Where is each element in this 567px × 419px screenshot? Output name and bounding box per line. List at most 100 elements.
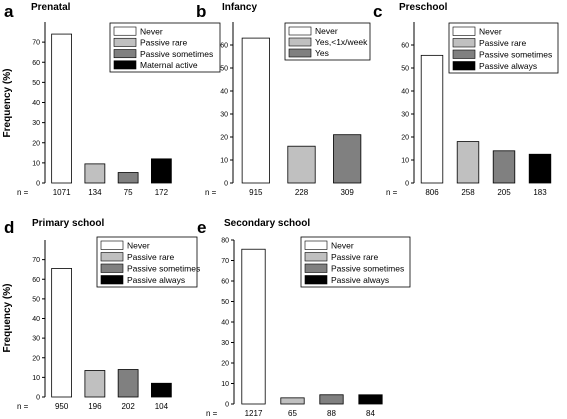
y-tick-label-d: 0 xyxy=(36,395,40,402)
legend-label-d-1: Passive rare xyxy=(127,252,175,262)
legend-label-b-2: Yes xyxy=(315,48,329,58)
bar-a-2 xyxy=(117,172,139,184)
legend-label-c-0: Never xyxy=(479,27,502,37)
y-tick-label-b: 20 xyxy=(220,135,228,142)
y-tick-label-a: 30 xyxy=(32,120,40,127)
legend-label-d-0: Never xyxy=(127,241,150,251)
y-tick-label-b: 40 xyxy=(220,89,228,96)
panel-title-d: Primary school xyxy=(32,218,104,229)
panel-title-a: Prenatal xyxy=(31,2,71,13)
legend-label-a-2: Passive sometimes xyxy=(140,49,213,59)
y-tick-label-e: 50 xyxy=(221,299,229,306)
bar-d-0 xyxy=(51,268,73,398)
y-tick-label-e: 10 xyxy=(221,381,229,388)
y-tick-label-b: 50 xyxy=(220,66,228,73)
legend-swatch-e-3 xyxy=(304,275,328,285)
legend-swatch-a-2 xyxy=(113,49,137,59)
panel-e: e Secondary school 0 10 20 30 40 50 60 70 80 1217 65… xyxy=(197,218,411,418)
n-label-e-1: 65 xyxy=(288,409,297,418)
n-label-a-1: 134 xyxy=(88,188,102,197)
panel-letter-e: e xyxy=(197,218,206,237)
y-tick-label-b: 30 xyxy=(220,112,228,119)
y-tick-label-d: 70 xyxy=(32,257,40,264)
legend-swatch-d-2 xyxy=(100,263,124,273)
bar-b-1 xyxy=(287,145,316,184)
panel-d: d Primary school 0 10 20 30 40 50 60 70 950 196 202 1… xyxy=(2,218,200,411)
y-axis-label-a: Frequency (%) xyxy=(2,69,13,138)
legend-label-c-2: Passive sometimes xyxy=(479,50,552,60)
n-label-b-2: 309 xyxy=(340,188,354,197)
y-tick-label-d: 20 xyxy=(32,355,40,362)
legend-label-b-1: Yes,<1x/week xyxy=(315,37,368,47)
n-prefix-b: n = xyxy=(205,188,217,197)
legend-label-c-1: Passive rare xyxy=(479,38,527,48)
bar-e-0 xyxy=(241,248,266,405)
y-tick-label-a: 20 xyxy=(32,140,40,147)
y-tick-label-c: 30 xyxy=(401,112,409,119)
legend-swatch-b-0 xyxy=(288,26,312,36)
y-tick-label-e: 80 xyxy=(221,238,229,245)
y-tick-label-a: 50 xyxy=(32,80,40,87)
y-tick-label-d: 60 xyxy=(32,277,40,284)
bar-a-3 xyxy=(150,158,172,184)
bar-c-3 xyxy=(528,153,552,184)
y-tick-label-a: 70 xyxy=(32,40,40,47)
y-tick-label-a: 60 xyxy=(32,60,40,67)
legend-swatch-d-0 xyxy=(100,240,124,250)
y-axis-label-d: Frequency (%) xyxy=(2,284,13,353)
y-tick-label-c: 50 xyxy=(401,66,409,73)
y-tick-label-b: 0 xyxy=(224,181,228,188)
panel-letter-b: b xyxy=(196,2,206,21)
legend-swatch-c-0 xyxy=(452,26,476,36)
panel-title-e: Secondary school xyxy=(224,218,310,229)
bar-b-2 xyxy=(333,134,362,184)
y-tick-label-a: 40 xyxy=(32,100,40,107)
panel-title-c: Preschool xyxy=(399,2,448,13)
y-tick-label-c: 60 xyxy=(401,43,409,50)
y-tick-label-d: 50 xyxy=(32,296,40,303)
n-label-e-3: 84 xyxy=(366,409,375,418)
n-label-a-2: 75 xyxy=(124,188,133,197)
n-prefix-c: n = xyxy=(386,188,398,197)
n-label-c-3: 183 xyxy=(533,188,547,197)
panel-c: c Preschool 0 10 20 30 40 50 60 806 258 205 183 n = Ne… xyxy=(373,2,559,197)
n-label-d-2: 202 xyxy=(121,402,135,411)
y-tick-label-a: 0 xyxy=(36,181,40,188)
panel-a: a Prenatal 0 10 20 30 40 50 60 70 1071 134 75 172 n = F… xyxy=(2,2,221,197)
y-tick-label-d: 10 xyxy=(32,375,40,382)
legend-swatch-c-3 xyxy=(452,61,476,71)
legend-swatch-b-2 xyxy=(288,48,312,58)
y-tick-label-b: 60 xyxy=(220,43,228,50)
legend-swatch-a-0 xyxy=(113,26,137,36)
bar-e-1 xyxy=(280,397,305,405)
bar-c-0 xyxy=(420,54,444,184)
n-label-d-0: 950 xyxy=(55,402,69,411)
n-label-b-1: 228 xyxy=(295,188,309,197)
bar-d-2 xyxy=(117,369,139,398)
bar-b-0 xyxy=(241,37,270,184)
legend-label-a-1: Passive rare xyxy=(140,38,188,48)
legend-label-e-1: Passive rare xyxy=(331,252,379,262)
legend-label-e-3: Passive always xyxy=(331,275,389,285)
y-tick-label-c: 40 xyxy=(401,89,409,96)
bar-c-2 xyxy=(492,150,516,184)
n-label-e-2: 88 xyxy=(327,409,336,418)
y-tick-label-e: 30 xyxy=(221,340,229,347)
bar-d-1 xyxy=(84,370,106,398)
y-tick-label-b: 10 xyxy=(220,158,228,165)
legend-label-a-3: Maternal active xyxy=(140,60,198,70)
n-label-a-0: 1071 xyxy=(53,188,71,197)
n-label-c-0: 806 xyxy=(425,188,439,197)
y-tick-label-c: 20 xyxy=(401,135,409,142)
legend-swatch-e-0 xyxy=(304,240,328,250)
panel-letter-a: a xyxy=(4,2,14,21)
n-label-d-3: 104 xyxy=(155,402,169,411)
n-label-b-0: 915 xyxy=(249,188,263,197)
panel-letter-c: c xyxy=(373,2,382,21)
y-tick-label-d: 30 xyxy=(32,336,40,343)
y-tick-label-e: 70 xyxy=(221,258,229,265)
